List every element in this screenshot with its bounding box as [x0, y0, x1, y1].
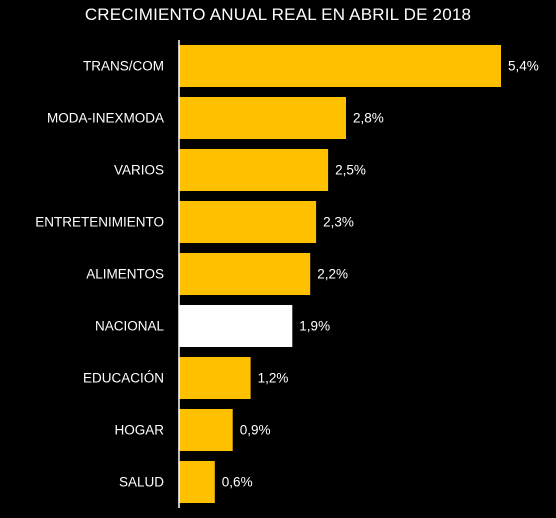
chart-title: CRECIMIENTO ANUAL REAL EN ABRIL DE 2018 [84, 5, 472, 24]
value-label: 0,9% [240, 423, 271, 438]
bar-salud [179, 461, 215, 503]
category-label: NACIONAL [95, 319, 165, 334]
value-label: 0,6% [222, 475, 253, 490]
value-label: 2,3% [323, 215, 354, 230]
bar-trans-com [179, 45, 501, 87]
value-label: 2,5% [335, 163, 366, 178]
value-label: 1,9% [299, 319, 330, 334]
bar-alimentos [179, 253, 311, 295]
value-label: 1,2% [258, 371, 289, 386]
category-label: EDUCACIÓN [83, 371, 164, 386]
category-label: ALIMENTOS [86, 267, 164, 282]
category-label: MODA-INEXMODA [47, 111, 164, 126]
category-label: TRANS/COM [83, 59, 164, 74]
value-label: 5,4% [508, 59, 539, 74]
bar-moda-inexmoda [179, 97, 346, 139]
category-label: ENTRETENIMIENTO [35, 215, 164, 230]
bar-entretenimiento [179, 201, 317, 243]
bar-hogar [179, 409, 233, 451]
category-label: HOGAR [114, 423, 164, 438]
category-label: VARIOS [114, 163, 164, 178]
category-label: SALUD [119, 475, 164, 490]
value-label: 2,2% [317, 267, 348, 282]
bar-nacional [179, 305, 293, 347]
bar-educaci-n [179, 357, 251, 399]
bar-varios [179, 149, 329, 191]
value-label: 2,8% [353, 111, 384, 126]
